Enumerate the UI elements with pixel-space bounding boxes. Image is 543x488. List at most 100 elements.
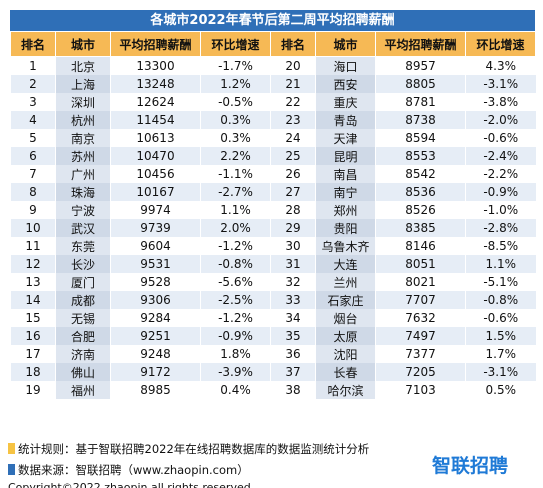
table-cell: 太原: [315, 327, 376, 345]
table-cell: -2.7%: [200, 183, 271, 201]
table-cell: 8957: [375, 56, 466, 75]
table-row: 1 北京 13300 -1.7% 20 海口 8957 4.3%: [10, 56, 536, 75]
table-cell: 3: [10, 93, 56, 111]
table-cell: 8985: [110, 381, 201, 399]
table-cell: 34: [270, 309, 316, 327]
table-cell: 南昌: [315, 165, 376, 183]
table-cell: 大连: [315, 255, 376, 273]
table-cell: 10: [10, 219, 56, 237]
table-cell: 8542: [375, 165, 466, 183]
table-cell: 石家庄: [315, 291, 376, 309]
table-cell: 无锡: [55, 309, 111, 327]
table-row: 18 佛山 9172 -3.9% 37 长春 7205 -3.1%: [10, 363, 536, 381]
table-cell: 10613: [110, 129, 201, 147]
table-cell: 13248: [110, 75, 201, 93]
table-cell: 9: [10, 201, 56, 219]
table-cell: 0.3%: [200, 129, 271, 147]
table-cell: 乌鲁木齐: [315, 237, 376, 255]
table-cell: -5.6%: [200, 273, 271, 291]
table-cell: 南宁: [315, 183, 376, 201]
table-cell: 0.3%: [200, 111, 271, 129]
table-cell: 8536: [375, 183, 466, 201]
table-cell: 8051: [375, 255, 466, 273]
table-cell: 25: [270, 147, 316, 165]
table-cell: 合肥: [55, 327, 111, 345]
table-cell: 12: [10, 255, 56, 273]
table-cell: 昆明: [315, 147, 376, 165]
table-cell: -0.9%: [200, 327, 271, 345]
table-cell: 33: [270, 291, 316, 309]
table-cell: 郑州: [315, 201, 376, 219]
table-cell: -2.2%: [465, 165, 536, 183]
table-cell: 19: [10, 381, 56, 399]
table-row: 10 武汉 9739 2.0% 29 贵阳 8385 -2.8%: [10, 219, 536, 237]
table-cell: 28: [270, 201, 316, 219]
table-cell: 9251: [110, 327, 201, 345]
table-cell: 9248: [110, 345, 201, 363]
table-cell: 8021: [375, 273, 466, 291]
table-cell: 上海: [55, 75, 111, 93]
table-cell: -1.2%: [200, 237, 271, 255]
table-cell: 苏州: [55, 147, 111, 165]
table-panel: 各城市2022年春节后第二周平均招聘薪酬 排名 城市 平均招聘薪酬 环比增速 排名 城市平…: [10, 10, 536, 399]
table-row: 13 厦门 9528 -5.6% 32 兰州 8021 -5.1%: [10, 273, 536, 291]
table-cell: 13300: [110, 56, 201, 75]
table-cell: 27: [270, 183, 316, 201]
table-cell: 宁波: [55, 201, 111, 219]
table-cell: 7497: [375, 327, 466, 345]
table-cell: -0.8%: [465, 291, 536, 309]
table-cell: 10456: [110, 165, 201, 183]
table-cell: 14: [10, 291, 56, 309]
table-row: 15 无锡 9284 -1.2% 34 烟台 7632 -0.6%: [10, 309, 536, 327]
table-cell: 7205: [375, 363, 466, 381]
table-cell: 9739: [110, 219, 201, 237]
table-cell: 9284: [110, 309, 201, 327]
table-cell: -2.5%: [200, 291, 271, 309]
table-cell: 38: [270, 381, 316, 399]
table-cell: 7: [10, 165, 56, 183]
table-cell: 24: [270, 129, 316, 147]
table-cell: 26: [270, 165, 316, 183]
table-cell: -0.6%: [465, 129, 536, 147]
table-cell: 广州: [55, 165, 111, 183]
table-cell: 1.8%: [200, 345, 271, 363]
table-cell: 9604: [110, 237, 201, 255]
header-row: 排名 城市 平均招聘薪酬 环比增速 排名 城市 平均招聘薪酬 环比增速: [10, 31, 536, 57]
table-cell: 1.1%: [465, 255, 536, 273]
table-cell: 福州: [55, 381, 111, 399]
table-cell: 8594: [375, 129, 466, 147]
table-cell: -3.1%: [465, 363, 536, 381]
table-cell: 5: [10, 129, 56, 147]
table-cell: 35: [270, 327, 316, 345]
table-cell: 兰州: [315, 273, 376, 291]
table-row: 14 成都 9306 -2.5% 33 石家庄 7707 -0.8%: [10, 291, 536, 309]
table-cell: 8385: [375, 219, 466, 237]
table-cell: 31: [270, 255, 316, 273]
table-cell: 8: [10, 183, 56, 201]
table-row: 3 深圳 12624 -0.5% 22 重庆 8781 -3.8%: [10, 93, 536, 111]
table-cell: 8805: [375, 75, 466, 93]
salary-table: 排名 城市 平均招聘薪酬 环比增速 排名 城市 平均招聘薪酬 环比增速 1 北京 13300 -1.…: [10, 31, 536, 399]
table-cell: 南京: [55, 129, 111, 147]
table-cell: 12624: [110, 93, 201, 111]
table-cell: -5.1%: [465, 273, 536, 291]
table-cell: -0.6%: [465, 309, 536, 327]
table-cell: -3.1%: [465, 75, 536, 93]
header-cell: 城市: [55, 31, 111, 57]
table-cell: -1.0%: [465, 201, 536, 219]
table-cell: -3.8%: [465, 93, 536, 111]
table-cell: 青岛: [315, 111, 376, 129]
table-cell: -2.4%: [465, 147, 536, 165]
table-cell: 29: [270, 219, 316, 237]
table-cell: 烟台: [315, 309, 376, 327]
table-cell: 37: [270, 363, 316, 381]
table-cell: 7377: [375, 345, 466, 363]
table-cell: 8738: [375, 111, 466, 129]
table-cell: 北京: [55, 56, 111, 75]
table-cell: 1.7%: [465, 345, 536, 363]
table-cell: 1.2%: [200, 75, 271, 93]
header-cell: 环比增速: [465, 31, 536, 57]
table-cell: -0.8%: [200, 255, 271, 273]
table-cell: 11454: [110, 111, 201, 129]
table-cell: 东莞: [55, 237, 111, 255]
